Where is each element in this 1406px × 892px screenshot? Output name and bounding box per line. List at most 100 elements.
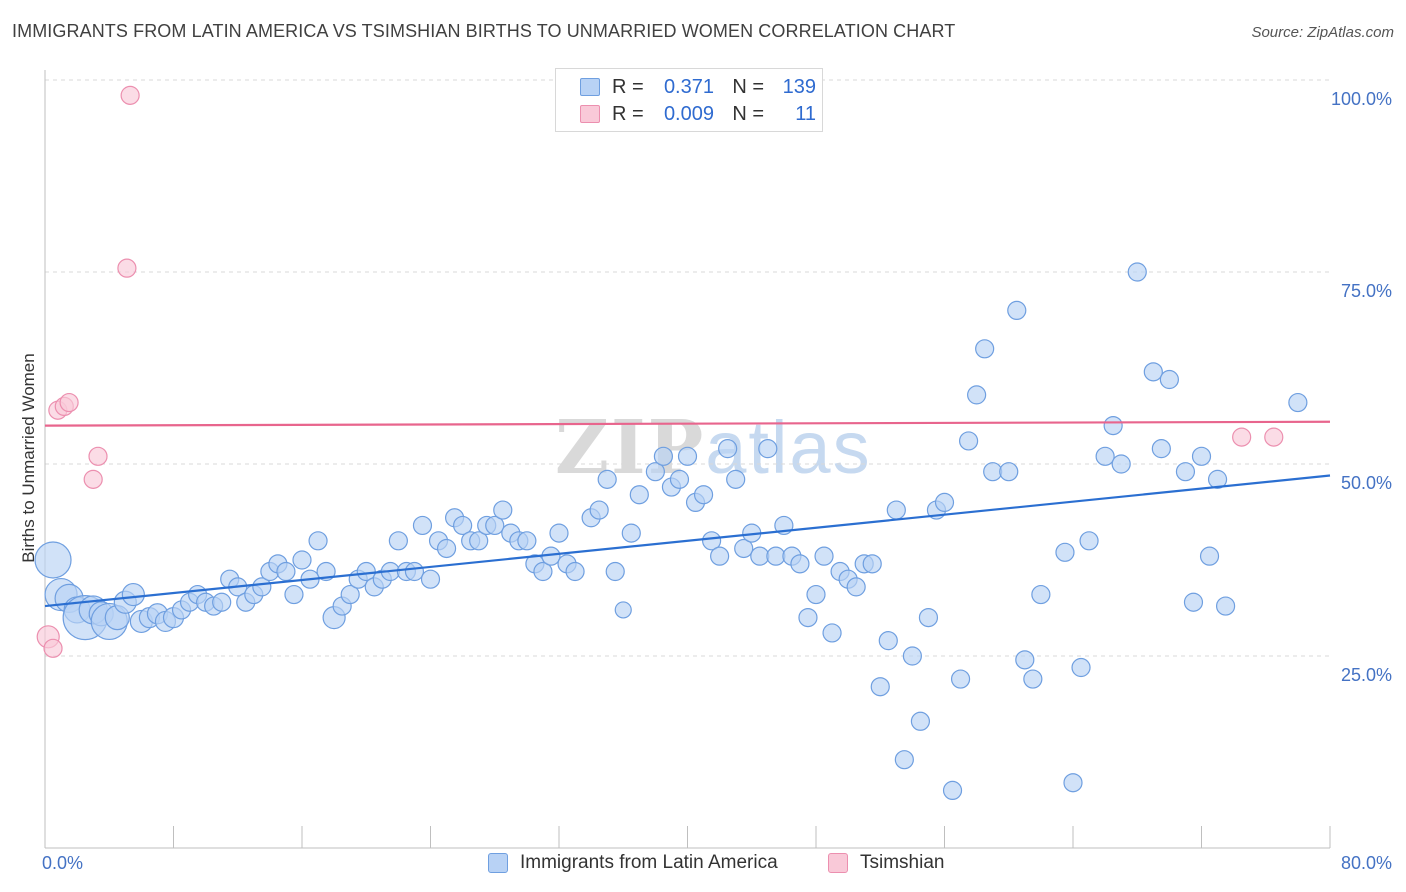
latin-america-point [1055, 542, 1075, 562]
latin-america-point [1071, 657, 1091, 678]
x-ticks [44, 826, 1331, 848]
legend-label-tsimshian: Tsimshian [860, 852, 945, 873]
latin-america-point [1127, 262, 1147, 282]
latin-america-point [629, 485, 649, 505]
latin-america-point [806, 584, 826, 605]
x-tick-label-min: 0.0% [42, 853, 83, 873]
latin-america-point [822, 623, 842, 643]
legend-r-label: R = [612, 102, 644, 125]
latin-america-point [677, 446, 698, 466]
latin-america-point [1007, 300, 1027, 320]
latin-america-point [918, 607, 939, 628]
chart-title: IMMIGRANTS FROM LATIN AMERICA VS TSIMSHI… [12, 21, 956, 41]
latin-america-point [958, 431, 979, 451]
latin-america-point [967, 385, 987, 405]
latin-america-point [404, 561, 425, 582]
latin-america-point [1103, 416, 1123, 436]
latin-america-point [894, 750, 914, 770]
latin-america-point [669, 469, 690, 489]
latin-america-point [565, 561, 585, 582]
y-tick-label: 50.0% [1341, 473, 1392, 493]
tsimshian-point [117, 258, 137, 278]
legend-r-label: R = [612, 75, 644, 98]
y-tick-label: 25.0% [1341, 665, 1392, 685]
latin-america-point [597, 469, 617, 489]
legend-swatch-blue [488, 853, 508, 873]
series-legend: Immigrants from Latin America Tsimshian [0, 852, 1406, 878]
latin-america-point [701, 531, 722, 551]
latin-america-point [121, 582, 145, 607]
latin-america-point [284, 584, 304, 605]
latin-america-point [870, 677, 890, 697]
latin-america-point [758, 439, 778, 459]
tsimshian-point [43, 638, 63, 658]
legend-item-latin-america: Immigrants from Latin America [488, 852, 778, 874]
legend-item-tsimshian: Tsimshian [828, 852, 944, 874]
latin-america-point [999, 462, 1019, 482]
latin-america-point [1143, 362, 1163, 382]
latin-america-point [710, 546, 730, 566]
latin-america-point [846, 577, 866, 597]
latin-america-point [734, 538, 754, 559]
latin-america-point [453, 515, 473, 536]
legend-swatch-blue [580, 78, 600, 96]
y-tick-label: 75.0% [1341, 281, 1392, 301]
latin-america-point [886, 500, 906, 520]
latin-america-point [388, 531, 408, 551]
latin-america-point [1207, 469, 1228, 489]
latin-america-point [1015, 650, 1035, 670]
latin-america-point [1079, 531, 1099, 551]
latin-america-point [902, 646, 922, 666]
series-tsimshian-points [36, 85, 1284, 658]
legend-r-value: 0.009 [663, 102, 714, 125]
latin-america-point [276, 561, 296, 582]
latin-america-point [942, 780, 963, 801]
latin-america-point [878, 631, 898, 651]
latin-america-point [726, 469, 746, 489]
latin-america-point [589, 500, 609, 520]
series-latin-america-points [34, 262, 1308, 801]
latin-america-point [766, 546, 786, 566]
tsimshian-point [59, 392, 79, 413]
latin-america-point [412, 515, 433, 536]
source-credit: Source: ZipAtlas.com [1251, 24, 1394, 41]
legend-n-label: N = [732, 102, 764, 125]
latin-america-point [212, 592, 232, 612]
tsimshian-point [83, 469, 103, 489]
latin-america-point [1288, 392, 1308, 413]
latin-america-point [790, 554, 810, 574]
latin-america-point [1215, 596, 1236, 616]
latin-america-point [814, 546, 834, 566]
trend-line-tsimshian [44, 420, 1331, 427]
latin-america-point [614, 601, 632, 619]
latin-america-point [34, 541, 72, 579]
legend-row-latin-america: R = 0.371 N = 139 [580, 74, 816, 100]
latin-america-point [862, 554, 882, 574]
trend-lines [44, 420, 1331, 608]
latin-america-point [308, 531, 328, 551]
latin-america-point [1191, 446, 1212, 466]
legend-r-value: 0.371 [663, 75, 714, 98]
y-axis-label: Births to Unmarried Women [19, 353, 38, 562]
latin-america-point [1151, 439, 1171, 459]
latin-america-point [485, 515, 505, 536]
tsimshian-point [120, 85, 140, 105]
latin-america-point [340, 584, 360, 605]
latin-america-point [1063, 773, 1083, 793]
legend-n-label: N = [732, 75, 764, 98]
latin-america-point [718, 439, 738, 459]
latin-america-point [621, 523, 641, 543]
latin-america-point [934, 492, 955, 512]
latin-america-point [1031, 584, 1051, 605]
latin-america-point [653, 446, 674, 466]
latin-america-point [493, 500, 513, 520]
legend-swatch-pink [828, 853, 848, 873]
grid-lines [45, 79, 1330, 657]
latin-america-point [975, 339, 995, 359]
latin-america-point [1199, 546, 1220, 566]
latin-america-point [420, 569, 441, 589]
latin-america-point [469, 531, 489, 551]
latin-america-point [983, 462, 1003, 482]
latin-america-point [950, 669, 971, 689]
